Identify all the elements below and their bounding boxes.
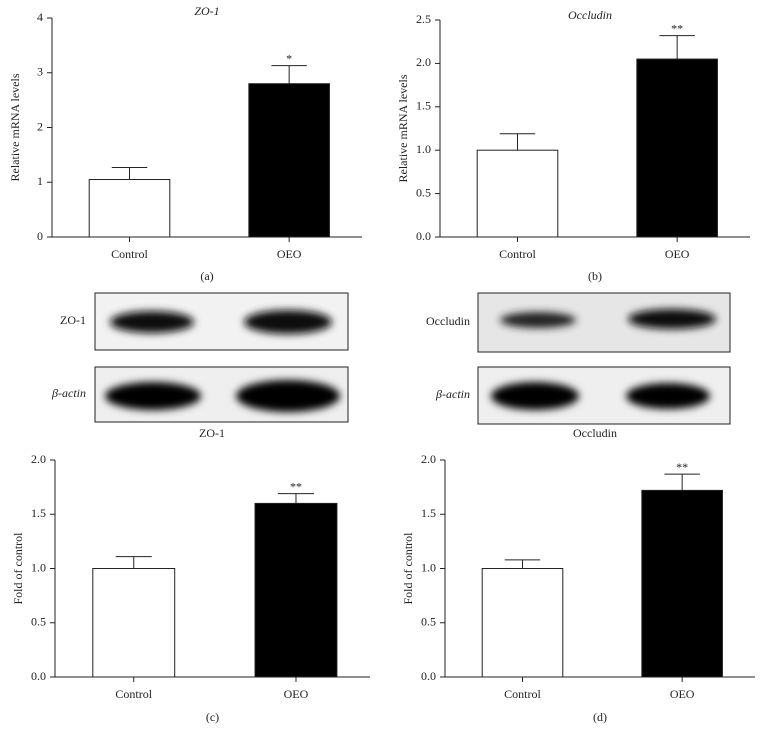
y-axis-label: Fold of control: [401, 532, 415, 605]
y-tick-label: 1.0: [31, 560, 46, 574]
bar: [481, 568, 564, 678]
y-tick-label: 1.5: [421, 506, 436, 520]
x-tick-label: OEO: [665, 247, 690, 261]
blot-band: [500, 312, 576, 328]
blot-band: [236, 380, 340, 412]
y-tick-label: 2: [37, 119, 43, 133]
y-tick-label: 1.0: [421, 560, 436, 574]
y-tick-label: 0.0: [416, 229, 431, 243]
significance: *: [286, 51, 292, 65]
y-axis-label: Relative mRNA levels: [396, 74, 410, 182]
chart-title: ZO-1: [199, 426, 225, 440]
y-tick-label: 0.5: [416, 185, 431, 199]
bar: [636, 58, 718, 238]
y-tick-label: 2.5: [416, 12, 431, 26]
y-tick-label: 1: [37, 174, 43, 188]
x-tick-label: Control: [499, 247, 536, 261]
blot-label: β-actin: [435, 387, 470, 401]
significance: **: [676, 460, 688, 474]
blot-band: [491, 382, 579, 410]
x-tick-label: Control: [504, 687, 541, 701]
x-tick-label: OEO: [670, 687, 695, 701]
bar: [248, 83, 330, 238]
y-tick-label: 2.0: [421, 452, 436, 466]
blot-band: [105, 382, 201, 410]
blot-label: β-actin: [51, 386, 86, 400]
panel-label: (d): [593, 710, 607, 724]
x-tick-label: Control: [115, 687, 152, 701]
bar: [92, 568, 176, 678]
y-tick-label: 0.5: [31, 615, 46, 629]
significance: **: [290, 479, 302, 493]
panel-label: (a): [200, 269, 213, 283]
blot-band: [626, 383, 710, 409]
panel-label: (b): [588, 269, 602, 283]
blot-band: [628, 309, 716, 329]
blot-band: [110, 311, 194, 333]
y-tick-label: 1.5: [31, 506, 46, 520]
y-tick-label: 0.5: [421, 615, 436, 629]
chart-title: Occludin: [573, 426, 617, 440]
y-tick-label: 1.5: [416, 99, 431, 113]
x-tick-label: OEO: [277, 247, 302, 261]
y-tick-label: 0.0: [421, 669, 436, 683]
bar: [641, 489, 723, 678]
bar: [88, 179, 171, 238]
bar: [254, 502, 338, 678]
x-tick-label: Control: [111, 247, 148, 261]
x-tick-label: OEO: [284, 687, 309, 701]
blot-band: [244, 310, 332, 334]
bar: [476, 149, 559, 238]
chart-title: ZO-1: [194, 4, 219, 18]
y-tick-label: 3: [37, 65, 43, 79]
significance: **: [671, 21, 683, 35]
blot-label: Occludin: [426, 314, 470, 328]
y-tick-label: 2.0: [416, 55, 431, 69]
y-tick-label: 1.0: [416, 142, 431, 156]
y-axis-label: Relative mRNA levels: [8, 73, 22, 181]
y-tick-label: 4: [37, 10, 43, 24]
y-tick-label: 0: [37, 229, 43, 243]
blot-panel: Occludin β-actin: [426, 292, 731, 425]
blot-label: ZO-1: [60, 313, 86, 327]
y-tick-label: 2.0: [31, 452, 46, 466]
chart-title: Occludin: [568, 8, 612, 22]
blot-panel: ZO-1 β-actin: [51, 292, 349, 423]
y-axis-label: Fold of control: [11, 532, 25, 605]
panel-label: (c): [206, 710, 219, 724]
y-tick-label: 0.0: [31, 669, 46, 683]
